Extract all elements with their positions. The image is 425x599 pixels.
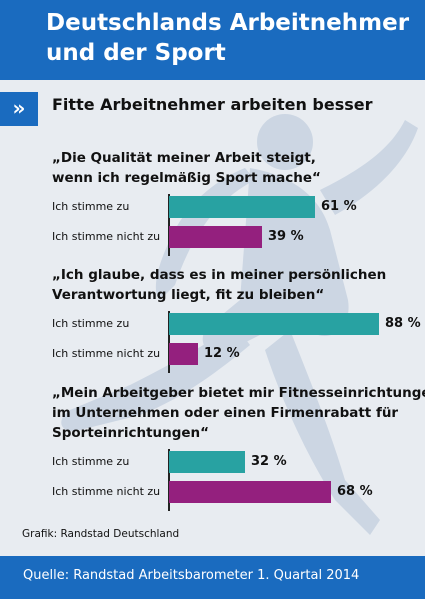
chart-subtitle: Fitte Arbeitnehmer arbeiten besser (52, 95, 373, 114)
question-text: „Die Qualität meiner Arbeit steigt, wenn … (52, 148, 321, 188)
question-line: wenn ich regelmäßig Sport mache“ (52, 170, 321, 186)
data-label: 39 % (268, 229, 304, 244)
bar-disagree (169, 226, 262, 248)
bar-label: Ich stimme zu (52, 200, 130, 213)
bar-label: Ich stimme nicht zu (52, 485, 161, 498)
bar-label: Ich stimme nicht zu (52, 230, 161, 243)
data-label: 12 % (204, 346, 240, 361)
data-label: 61 % (321, 199, 357, 214)
data-label: 88 % (385, 316, 421, 331)
bar-agree (169, 451, 245, 473)
data-label: 32 % (251, 454, 287, 469)
bar-label: Ich stimme nicht zu (52, 347, 161, 360)
footer-banner: Quelle: Randstad Arbeitsbarometer 1. Qua… (0, 556, 425, 599)
question-line: „Mein Arbeitgeber bietet mir Fitnesseinr… (52, 385, 425, 401)
question-text: „Ich glaube, dass es in meiner persönlic… (52, 265, 386, 305)
data-label: 68 % (337, 484, 373, 499)
page-title: Deutschlands Arbeitnehmer und der Sport (46, 8, 409, 68)
bar-disagree (169, 343, 198, 365)
chart-baseline (168, 449, 170, 511)
title-line-2: und der Sport (46, 40, 226, 66)
bar-disagree (169, 481, 331, 503)
question-text: „Mein Arbeitgeber bietet mir Fitnesseinr… (52, 383, 425, 443)
question-line: Sporteinrichtungen“ (52, 425, 210, 441)
source-note: Quelle: Randstad Arbeitsbarometer 1. Qua… (23, 568, 360, 583)
bar-agree (169, 313, 379, 335)
chevron-icon: » (0, 92, 38, 126)
bar-agree (169, 196, 315, 218)
question-line: „Die Qualität meiner Arbeit steigt, (52, 150, 316, 166)
graphic-credit: Grafik: Randstad Deutschland (22, 528, 180, 540)
header-banner: Deutschlands Arbeitnehmer und der Sport (0, 0, 425, 80)
question-line: im Unternehmen oder einen Firmenrabatt f… (52, 405, 399, 421)
title-line-1: Deutschlands Arbeitnehmer (46, 10, 410, 36)
bar-label: Ich stimme zu (52, 317, 130, 330)
question-line: Verantwortung liegt, fit zu bleiben“ (52, 287, 325, 303)
chart-baseline (168, 194, 170, 256)
bar-label: Ich stimme zu (52, 455, 130, 468)
question-line: „Ich glaube, dass es in meiner persönlic… (52, 267, 387, 283)
chart-baseline (168, 311, 170, 373)
